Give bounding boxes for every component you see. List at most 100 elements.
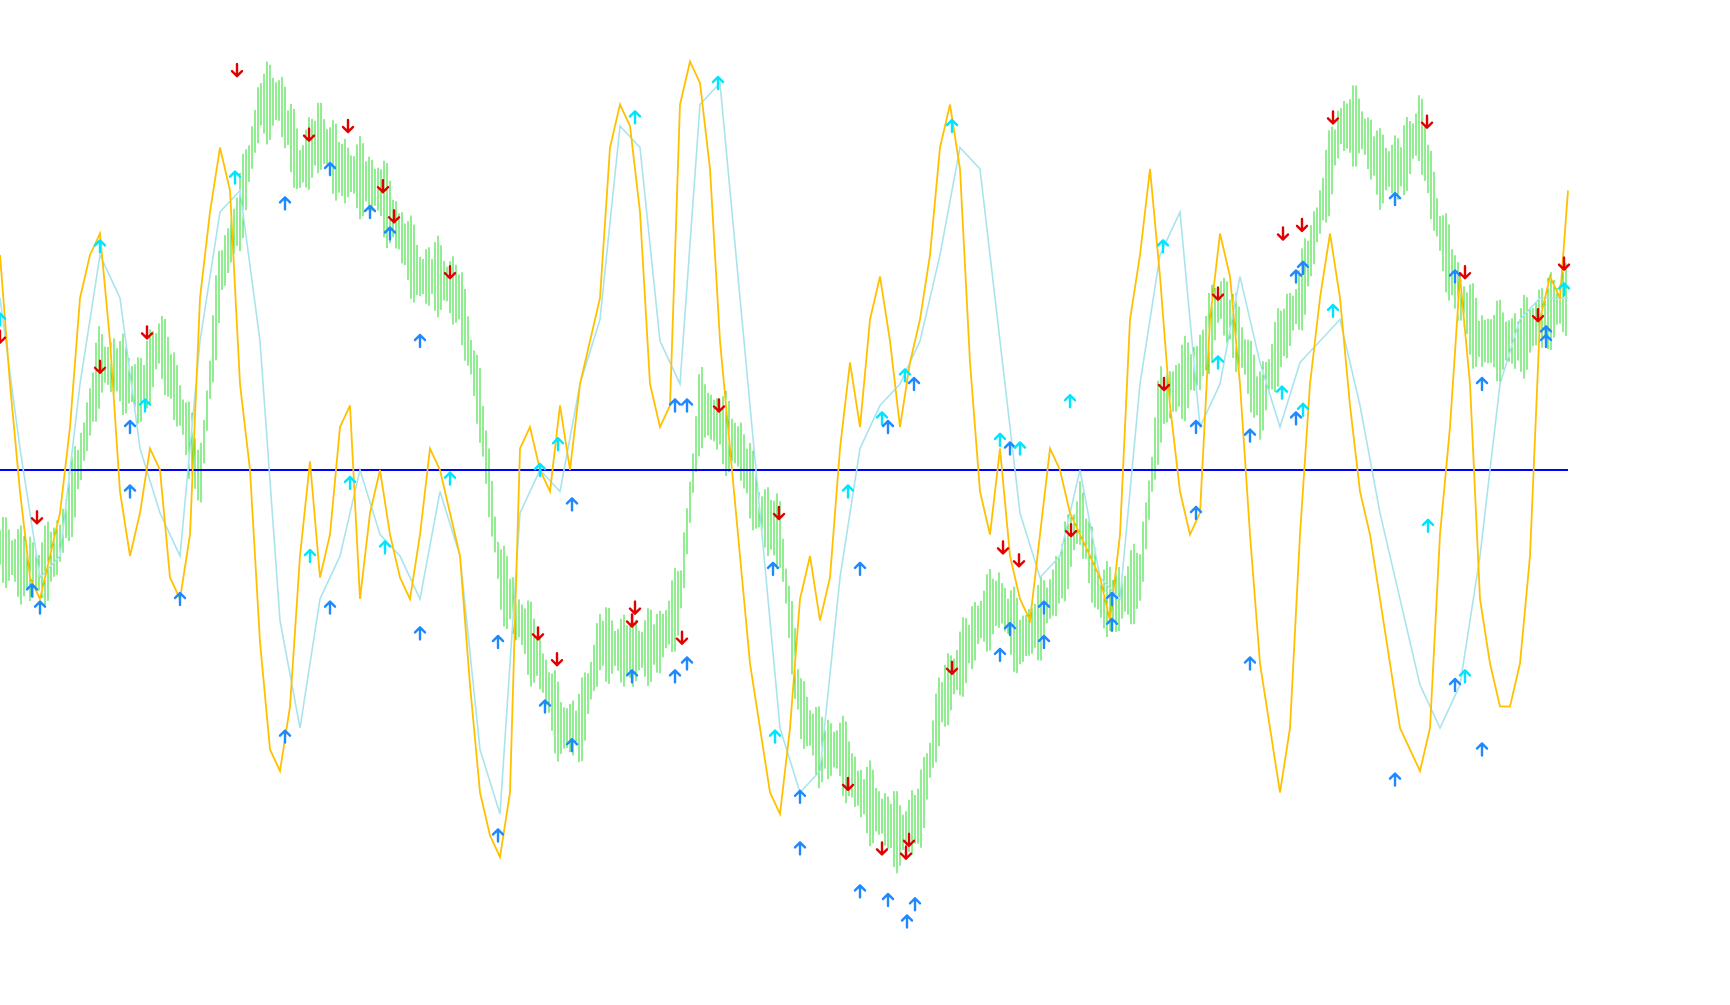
arrow-up-icon	[1539, 333, 1553, 349]
arrow-down-icon	[945, 660, 959, 675]
arrow-up-icon	[1013, 441, 1027, 456]
arrow-down-icon	[996, 540, 1010, 555]
arrow-down-icon	[675, 630, 689, 645]
arrow-up-icon	[278, 729, 292, 744]
arrow-down-icon	[841, 776, 855, 792]
arrow-up-icon	[768, 729, 782, 744]
arrow-up-icon	[881, 419, 895, 435]
arrow-down-icon	[376, 178, 390, 194]
arrow-down-icon	[302, 127, 316, 142]
arrow-up-icon	[0, 312, 7, 327]
arrow-up-icon	[173, 591, 187, 607]
arrow-down-icon	[902, 832, 916, 847]
arrow-down-icon	[1064, 523, 1078, 538]
arrow-up-icon	[383, 226, 397, 241]
arrow-up-icon	[793, 841, 807, 856]
arrow-up-icon	[1289, 269, 1303, 284]
arrow-up-icon	[628, 110, 642, 125]
arrow-up-icon	[1189, 419, 1203, 435]
arrow-up-icon	[1037, 600, 1051, 615]
arrow-down-icon	[1012, 553, 1026, 568]
arrow-up-icon	[668, 669, 682, 684]
arrow-up-icon	[1037, 634, 1051, 650]
arrow-up-icon	[123, 484, 137, 499]
arrow-up-icon	[538, 699, 552, 714]
arrow-up-icon	[378, 540, 392, 555]
arrow-down-icon	[30, 510, 44, 525]
arrow-down-icon	[628, 600, 642, 615]
arrow-up-icon	[93, 239, 107, 254]
arrow-up-icon	[853, 884, 867, 899]
arrow-up-icon	[766, 561, 780, 577]
arrow-down-icon	[712, 398, 726, 413]
arrow-down-icon	[1326, 110, 1340, 125]
arrow-down-icon	[443, 265, 457, 280]
arrow-up-icon	[1421, 518, 1435, 534]
slow-signal-line	[0, 81, 1568, 815]
arrow-up-icon	[138, 398, 152, 413]
arrow-up-icon	[881, 892, 895, 908]
arrow-up-icon	[1448, 677, 1462, 693]
arrow-down-icon	[1276, 226, 1290, 241]
arrow-up-icon	[1243, 656, 1257, 671]
arrow-down-icon	[550, 652, 564, 667]
arrow-up-icon	[25, 583, 39, 598]
arrow-up-icon	[1275, 385, 1289, 400]
arrow-up-icon	[1289, 411, 1303, 426]
arrow-up-icon	[123, 419, 137, 435]
arrow-down-icon	[0, 329, 7, 344]
arrow-down-icon	[1157, 376, 1171, 392]
arrow-up-icon	[1189, 505, 1203, 521]
arrow-up-icon	[278, 196, 292, 211]
arrow-down-icon	[230, 62, 244, 78]
arrow-up-icon	[565, 738, 579, 753]
arrow-up-icon	[343, 475, 357, 491]
arrow-down-icon	[1295, 217, 1309, 233]
slow-signal-line-group	[0, 81, 1568, 815]
arrow-up-icon	[1296, 260, 1310, 276]
arrow-down-icon	[772, 505, 786, 521]
arrow-down-icon	[387, 209, 401, 224]
arrow-up-icon	[33, 600, 47, 615]
arrow-up-icon	[668, 398, 682, 413]
arrow-up-icon	[323, 600, 337, 615]
arrow-down-icon	[1211, 286, 1225, 301]
arrow-up-icon	[533, 462, 547, 478]
arrow-up-icon	[1211, 355, 1225, 370]
histogram-bars	[0, 61, 1567, 874]
arrow-up-icon	[565, 497, 579, 512]
arrow-up-icon	[945, 118, 959, 134]
arrow-up-icon	[1475, 742, 1489, 757]
arrow-up-icon	[1458, 669, 1472, 684]
arrow-up-icon	[993, 432, 1007, 448]
arrow-down-icon	[531, 626, 545, 641]
arrow-up-icon	[443, 471, 457, 486]
arrow-down-icon	[140, 325, 154, 340]
arrow-down-icon	[341, 118, 355, 134]
arrow-down-icon	[875, 841, 889, 856]
arrow-up-icon	[303, 548, 317, 564]
arrow-up-icon	[711, 75, 725, 91]
arrow-up-icon	[1475, 376, 1489, 392]
arrow-up-icon	[1296, 402, 1310, 417]
arrow-up-icon	[1557, 282, 1571, 297]
arrow-down-icon	[1420, 114, 1434, 129]
arrow-up-icon	[1003, 621, 1017, 637]
arrow-down-icon	[899, 845, 913, 860]
arrow-down-icon	[93, 359, 107, 374]
arrow-down-icon	[625, 613, 639, 628]
arrow-up-icon	[413, 626, 427, 641]
arrow-up-icon	[908, 897, 922, 912]
arrow-up-icon	[900, 914, 914, 929]
arrow-up-icon	[625, 669, 639, 684]
arrow-up-icon	[1105, 591, 1119, 607]
arrow-down-icon	[1557, 256, 1571, 271]
arrow-up-icon	[491, 828, 505, 843]
arrow-up-icon	[898, 368, 912, 383]
arrow-up-icon	[1326, 303, 1340, 319]
arrow-up-icon	[1156, 239, 1170, 254]
arrow-up-icon	[1105, 617, 1119, 632]
arrow-up-icon	[413, 333, 427, 349]
